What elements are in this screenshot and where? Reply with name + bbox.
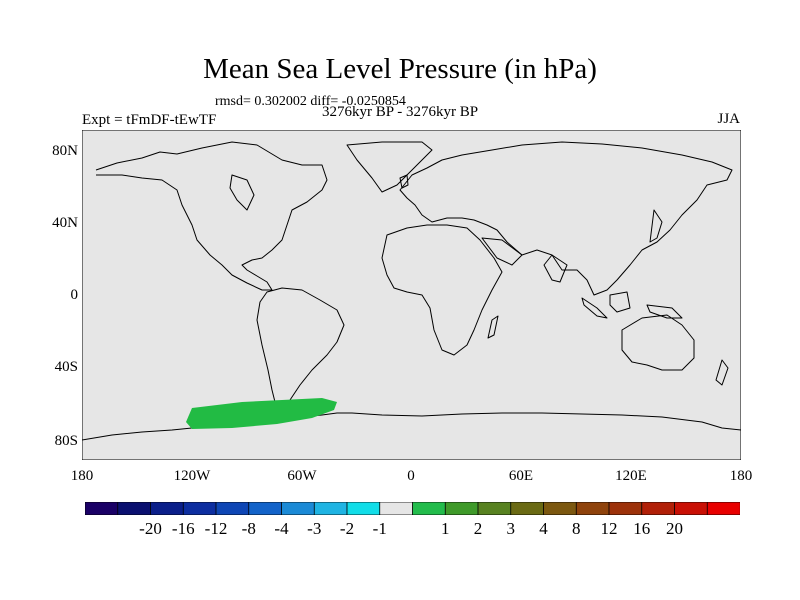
lon-label-180e: 180 xyxy=(729,468,753,484)
lon-label-120e: 120E xyxy=(615,468,647,484)
colorbar-swatch xyxy=(346,502,381,515)
colorbar-label: -8 xyxy=(241,519,256,538)
experiment-label: Expt = tFmDF-tEwTF xyxy=(82,112,217,128)
colorbar-swatch xyxy=(379,502,414,515)
lon-label-180w: 180 xyxy=(70,468,94,484)
colorbar-swatch xyxy=(281,502,315,515)
colorbar-swatch xyxy=(150,502,184,515)
colorbar-swatch xyxy=(510,502,545,515)
colorbar-label: 20 xyxy=(666,519,683,538)
colorbar-swatch xyxy=(444,502,479,515)
colorbar-label: 2 xyxy=(473,519,483,538)
world-map xyxy=(82,130,741,460)
japan-coast xyxy=(649,209,663,243)
colorbar-label: -4 xyxy=(274,519,289,538)
south-america-coast xyxy=(256,287,345,416)
new-guinea-coast xyxy=(646,304,683,319)
colorbar-label: -20 xyxy=(139,519,162,538)
colorbar-swatch xyxy=(117,502,152,515)
madagascar-coast xyxy=(487,315,499,339)
colorbar-label: 16 xyxy=(633,519,651,538)
colorbar-swatch xyxy=(608,502,643,515)
africa-coast xyxy=(381,224,503,356)
british-isles-coast xyxy=(399,174,409,189)
colorbar-label: 8 xyxy=(572,519,581,538)
sumatra-coast xyxy=(581,297,608,319)
colorbar-label: 12 xyxy=(600,519,618,538)
colorbar-swatch xyxy=(575,502,610,515)
colorbar-swatch xyxy=(85,502,119,515)
arabia-coast xyxy=(481,237,523,266)
colorbar-swatch xyxy=(674,502,708,515)
lon-label-120w: 120W xyxy=(173,468,211,484)
colorbar-label: 1 xyxy=(441,519,450,538)
borneo-coast xyxy=(609,291,631,313)
colorbar-swatch xyxy=(182,502,217,515)
colorbar-label: 4 xyxy=(539,519,548,538)
colorbar-label: -16 xyxy=(171,519,195,538)
stats-text: rmsd= 0.302002 diff= -0.0250854 xyxy=(215,94,406,109)
period-label: 3276kyr BP - 3276kyr BP xyxy=(322,104,479,120)
hudson-bay-coast xyxy=(229,174,255,211)
lon-label-60w: 60W xyxy=(287,468,317,484)
antarctica-coast xyxy=(82,412,741,441)
colorbar-label: -1 xyxy=(372,519,387,538)
colorbar-swatch xyxy=(412,502,446,515)
lat-label-40s: 40S xyxy=(54,359,78,375)
lon-label-60e: 60E xyxy=(508,468,534,484)
map-background xyxy=(82,130,741,460)
lon-label-0: 0 xyxy=(407,468,415,484)
australia-coast xyxy=(621,314,695,371)
lat-label-0: 0 xyxy=(70,287,79,303)
india-coast xyxy=(543,254,568,283)
new-zealand-coast xyxy=(715,359,729,386)
pressure-anomaly-region xyxy=(186,398,337,429)
north-america-coast xyxy=(95,141,328,291)
season-label: JJA xyxy=(717,111,740,127)
colorbar-label: -2 xyxy=(339,519,355,538)
colorbar-swatch xyxy=(477,502,512,515)
colorbar-label: 3 xyxy=(506,519,516,538)
colorbar-swatch xyxy=(706,502,740,515)
colorbar-swatch xyxy=(248,502,283,515)
lat-label-80n: 80N xyxy=(52,143,78,159)
colorbar-swatch xyxy=(543,502,577,515)
lat-label-40n: 40N xyxy=(52,215,78,231)
colorbar xyxy=(85,502,740,515)
colorbar-label: -3 xyxy=(307,519,322,538)
lat-label-80s: 80S xyxy=(54,433,78,449)
colorbar-swatch xyxy=(641,502,676,515)
colorbar-swatch xyxy=(215,502,250,515)
colorbar-label: -12 xyxy=(204,519,228,538)
map-title: Mean Sea Level Pressure (in hPa) xyxy=(203,53,597,85)
eurasia-coast xyxy=(399,141,733,296)
colorbar-swatch xyxy=(313,502,348,515)
